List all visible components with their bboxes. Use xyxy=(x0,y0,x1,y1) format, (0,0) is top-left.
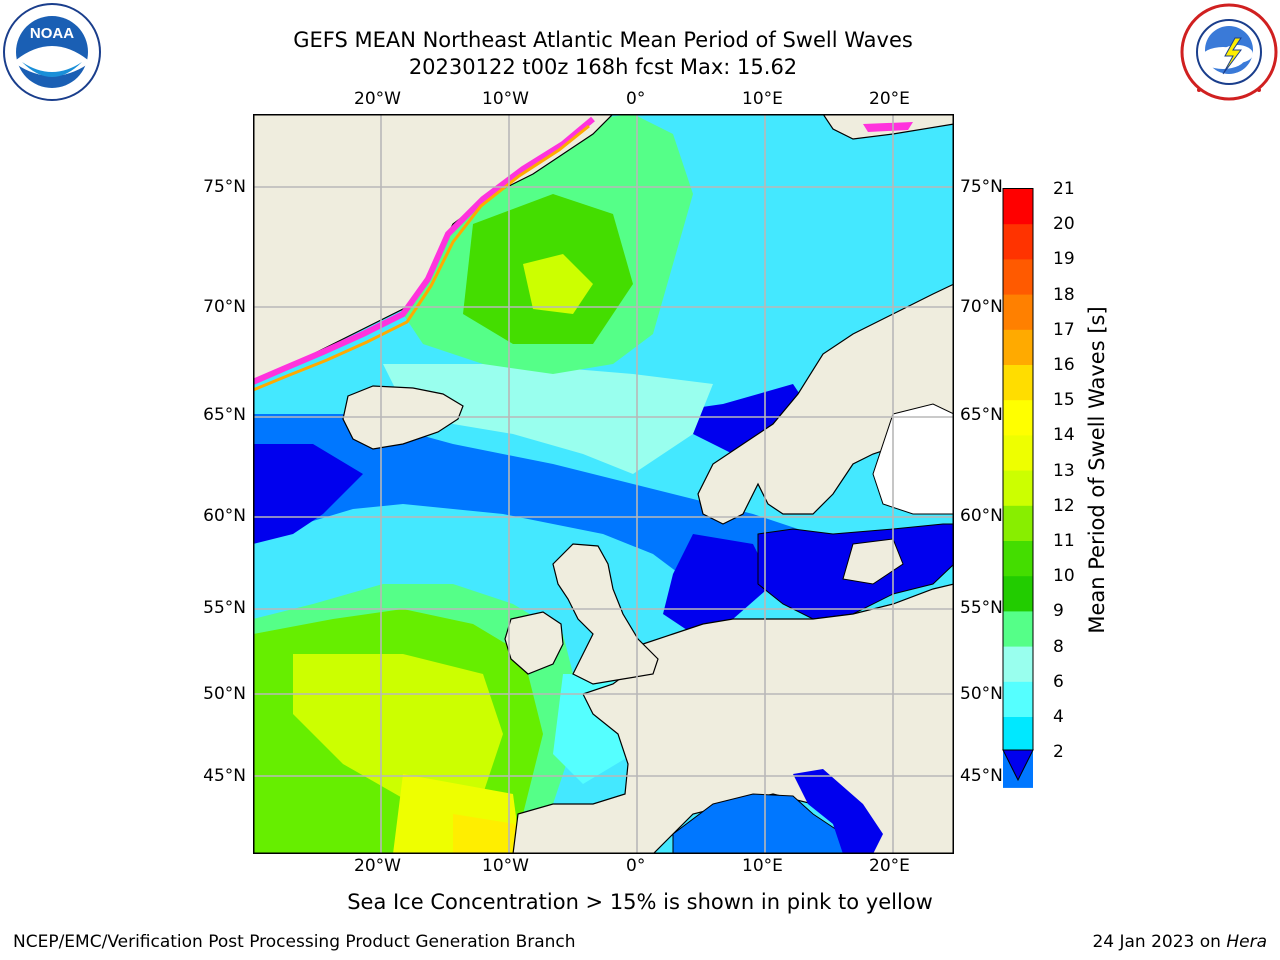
footer-host: Hera xyxy=(1226,932,1267,952)
lat-label-left-65n: 65°N xyxy=(203,405,246,425)
swell-band-15s-south xyxy=(453,814,521,854)
lon-label-top-10e: 10°E xyxy=(742,89,783,109)
colorbar-tick-label: 20 xyxy=(1053,214,1075,235)
sea-ice-edge-inner xyxy=(253,124,590,392)
colorbar-swatch xyxy=(1003,435,1033,472)
chart-title: GEFS MEAN Northeast Atlantic Mean Period… xyxy=(293,28,913,52)
colorbar-frame xyxy=(1002,188,1034,751)
colorbar-tick-label: 21 xyxy=(1053,179,1075,199)
adriatic-sea xyxy=(793,769,883,854)
map-frame xyxy=(253,114,954,854)
lon-label-bottom-20e: 20°E xyxy=(869,856,910,876)
colorbar-tick-label: 9 xyxy=(1053,601,1064,622)
colorbar-swatch xyxy=(1003,365,1033,401)
lon-label-top-0: 0° xyxy=(626,89,646,109)
colorbar-swatches xyxy=(1002,188,1034,788)
lat-label-left-60n: 60°N xyxy=(203,506,246,526)
noaa-logo: NOAA xyxy=(2,2,102,102)
scandinavia-land xyxy=(697,283,954,525)
colorbar-swatch xyxy=(1003,224,1033,260)
great-britain-land xyxy=(552,543,659,685)
ireland-land xyxy=(504,611,564,675)
colorbar-swatch xyxy=(1003,189,1033,225)
colorbar-tick-label: 14 xyxy=(1053,425,1075,446)
colorbar-swatch xyxy=(1003,294,1033,331)
colorbar-tick-label: 10 xyxy=(1053,566,1075,587)
colorbar-swatch xyxy=(1003,470,1033,507)
colorbar-swatch xyxy=(1003,329,1033,366)
lon-label-bottom-10w: 10°W xyxy=(482,856,529,876)
svalbard-ice xyxy=(863,122,913,132)
colorbar-swatch xyxy=(1003,505,1033,542)
lat-label-right-55n: 55°N xyxy=(960,598,1003,618)
colorbar-swatch xyxy=(1003,259,1033,296)
swell-period-map xyxy=(253,114,954,854)
lat-label-right-70n: 70°N xyxy=(960,297,1003,317)
colorbar-swatch xyxy=(1003,646,1033,683)
lon-label-top-20e: 20°E xyxy=(869,89,910,109)
colorbar-tick-label: 13 xyxy=(1053,460,1075,481)
colorbar-swatch xyxy=(1003,717,1033,753)
nws-logo-icon xyxy=(1180,3,1278,101)
chart-subtitle: 20230122 t00z 168h fcst Max: 15.62 xyxy=(408,55,798,79)
swell-band-13s-north xyxy=(523,254,593,314)
colorbar-tick-label: 4 xyxy=(1053,707,1064,727)
swell-band-8s xyxy=(383,364,713,474)
colorbar-tick-label: 18 xyxy=(1053,284,1075,305)
colorbar-swatch xyxy=(1003,576,1033,612)
nws-logo xyxy=(1179,2,1279,102)
footer-date-text: 24 Jan 2023 on xyxy=(1092,932,1221,952)
colorbar-tick-label: 15 xyxy=(1053,390,1075,411)
swell-band-13s-south xyxy=(293,654,503,804)
lon-label-top-10w: 10°W xyxy=(482,89,529,109)
colorbar xyxy=(990,180,1050,794)
colorbar-tick-label: 17 xyxy=(1053,319,1075,340)
lon-label-bottom-0: 0° xyxy=(626,856,646,876)
colorbar-label: Mean Period of Swell Waves [s] xyxy=(1085,306,1109,634)
noaa-logo-icon: NOAA xyxy=(3,3,101,101)
noaa-logo-text: NOAA xyxy=(30,25,74,42)
lat-label-right-50n: 50°N xyxy=(960,684,1003,704)
colorbar-tick-label: 16 xyxy=(1053,355,1075,375)
mediterranean-sea xyxy=(672,793,874,854)
lat-label-left-75n: 75°N xyxy=(203,177,246,197)
lat-label-right-45n: 45°N xyxy=(960,766,1003,786)
colorbar-swatch xyxy=(1003,611,1033,648)
colorbar-swatch xyxy=(1003,681,1033,718)
lat-label-left-50n: 50°N xyxy=(203,684,246,704)
colorbar-tick-label: 19 xyxy=(1053,249,1075,270)
footer-branch: NCEP/EMC/Verification Post Processing Pr… xyxy=(13,932,576,952)
colorbar-tick-label: 8 xyxy=(1053,636,1064,657)
colorbar-tick-label: 12 xyxy=(1053,495,1075,516)
lat-label-right-60n: 60°N xyxy=(960,506,1003,526)
lat-label-left-70n: 70°N xyxy=(203,297,246,317)
footer-date: 24 Jan 2023 on Hera xyxy=(1092,932,1267,952)
baltic-island xyxy=(842,538,904,585)
lat-label-left-45n: 45°N xyxy=(203,766,246,786)
lon-label-bottom-20w: 20°W xyxy=(354,856,401,876)
map-panel xyxy=(253,114,954,854)
colorbar-swatch xyxy=(1003,400,1033,436)
sea-ice-note: Sea Ice Concentration > 15% is shown in … xyxy=(347,890,933,914)
colorbar-tick-label: 6 xyxy=(1053,671,1064,692)
map-gridlines xyxy=(253,114,954,854)
lat-label-right-75n: 75°N xyxy=(960,177,1003,197)
swell-band-4s xyxy=(253,414,813,614)
swell-band-2s-west xyxy=(253,444,363,544)
colorbar-swatch xyxy=(1003,541,1033,577)
lon-label-top-20w: 20°W xyxy=(354,89,401,109)
lon-label-bottom-10e: 10°E xyxy=(742,856,783,876)
lat-label-left-55n: 55°N xyxy=(203,598,246,618)
lat-label-right-65n: 65°N xyxy=(960,405,1003,425)
colorbar-tick-label: 2 xyxy=(1053,742,1064,763)
colorbar-tick-label: 11 xyxy=(1053,531,1075,551)
sea-ice-edge xyxy=(253,116,595,385)
